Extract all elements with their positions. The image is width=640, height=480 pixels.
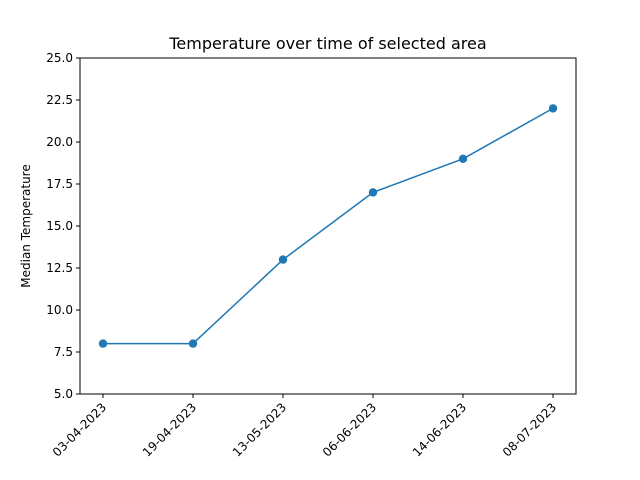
- x-axis: 03-04-2023 19-04-2023 13-05-2023 06-06-2023…: [50, 394, 559, 459]
- chart-title: Temperature over time of selected area: [168, 34, 486, 53]
- data-point: [188, 339, 198, 348]
- x-tick-label: 13-05-2023: [230, 400, 289, 459]
- data-point: [98, 339, 108, 348]
- y-tick-label: 25.0: [46, 51, 73, 65]
- x-tick-label: 14-06-2023: [410, 400, 469, 459]
- y-axis: 5.0 7.5 10.0 12.5 15.0 17.5 20.0 22.5 25.0: [46, 51, 80, 401]
- series-line: [103, 107, 554, 345]
- y-tick-label: 15.0: [46, 219, 73, 233]
- y-tick-label: 10.0: [46, 303, 73, 317]
- data-point: [548, 104, 558, 113]
- x-tick-label: 06-06-2023: [320, 400, 379, 459]
- y-tick-label: 12.5: [46, 261, 73, 275]
- y-tick-label: 5.0: [54, 387, 73, 401]
- series-layer: [98, 104, 558, 348]
- y-tick-label: 7.5: [54, 345, 73, 359]
- x-tick-label: 03-04-2023: [50, 400, 109, 459]
- x-tick-label: 19-04-2023: [140, 400, 199, 459]
- y-tick-label: 22.5: [46, 93, 73, 107]
- y-axis-label: Median Temperature: [19, 164, 33, 287]
- data-point: [368, 188, 378, 197]
- data-point: [458, 154, 468, 163]
- y-tick-label: 20.0: [46, 135, 73, 149]
- data-point: [278, 255, 288, 264]
- x-tick-label: 08-07-2023: [500, 400, 559, 459]
- y-tick-label: 17.5: [46, 177, 73, 191]
